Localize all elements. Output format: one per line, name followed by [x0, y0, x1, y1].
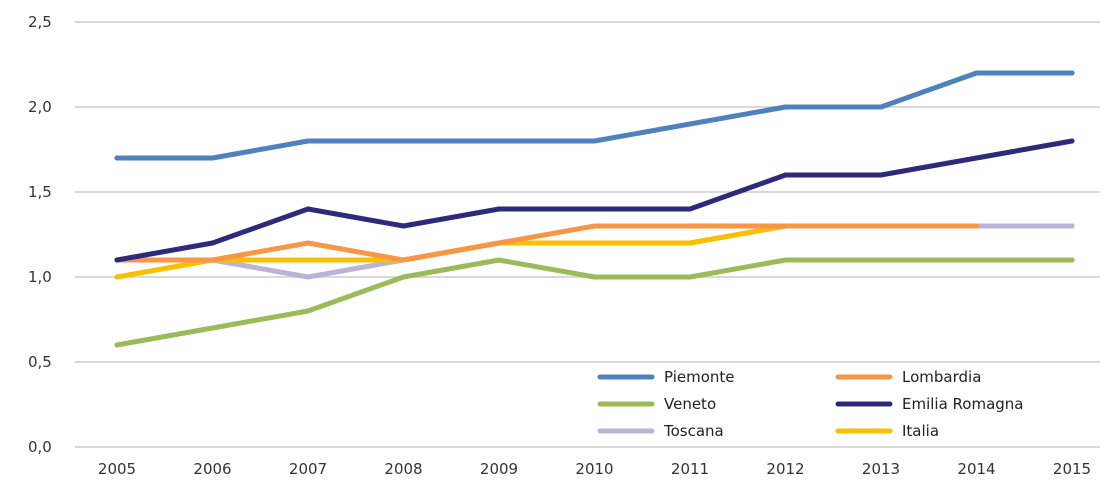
- data-point: [401, 138, 406, 144]
- data-point: [1069, 70, 1075, 76]
- data-point: [878, 104, 884, 110]
- data-point: [687, 206, 693, 212]
- x-tick-label: 2014: [957, 460, 995, 478]
- y-axis-ticks: 0,0 0,5 1,0 1,5 2,0 2,5: [28, 13, 52, 456]
- series-line-veneto: [114, 257, 1075, 348]
- data-point: [305, 138, 311, 144]
- y-tick-label: 2,0: [28, 98, 52, 116]
- data-point: [114, 274, 120, 280]
- x-tick-label: 2010: [575, 460, 613, 478]
- y-tick-label: 0,5: [28, 353, 52, 371]
- legend-label: Italia: [902, 422, 939, 440]
- data-point: [114, 342, 120, 348]
- data-point: [974, 155, 979, 161]
- y-tick-label: 1,0: [28, 268, 52, 286]
- data-point: [687, 274, 693, 280]
- data-point: [783, 223, 788, 229]
- x-tick-label: 2011: [671, 460, 709, 478]
- data-point: [305, 308, 311, 314]
- legend-label: Emilia Romagna: [902, 395, 1024, 413]
- x-tick-label: 2005: [98, 460, 136, 478]
- data-point: [305, 240, 311, 246]
- x-tick-label: 2008: [384, 460, 422, 478]
- data-point: [401, 274, 406, 280]
- x-tick-label: 2007: [289, 460, 327, 478]
- legend-label: Toscana: [663, 422, 724, 440]
- data-point: [783, 257, 788, 263]
- data-point: [1069, 257, 1075, 263]
- legend-label: Veneto: [664, 395, 716, 413]
- data-point: [687, 240, 693, 246]
- data-point: [592, 206, 597, 212]
- data-point: [305, 206, 311, 212]
- data-point: [974, 257, 979, 263]
- data-point: [114, 257, 120, 263]
- data-point: [496, 240, 502, 246]
- x-tick-label: 2012: [766, 460, 804, 478]
- y-tick-label: 2,5: [28, 13, 52, 31]
- data-point: [878, 257, 884, 263]
- series-line-piemonte: [114, 70, 1075, 161]
- data-point: [878, 223, 884, 229]
- data-point: [1069, 223, 1075, 229]
- x-axis-ticks: 2005 2006 2007 2008 2009 2010 2011 2012 2013 2014…: [98, 460, 1091, 478]
- x-tick-label: 2009: [480, 460, 518, 478]
- data-point: [305, 274, 311, 280]
- data-point: [783, 172, 788, 178]
- data-point: [783, 104, 788, 110]
- data-point: [974, 223, 979, 229]
- data-point: [305, 257, 311, 263]
- data-point: [687, 223, 693, 229]
- data-point: [592, 223, 597, 229]
- series-lines: [114, 70, 1075, 348]
- y-tick-label: 1,5: [28, 183, 52, 201]
- x-tick-label: 2006: [193, 460, 231, 478]
- x-tick-label: 2013: [862, 460, 900, 478]
- data-point: [687, 121, 693, 127]
- data-point: [496, 206, 502, 212]
- data-point: [592, 274, 597, 280]
- data-point: [974, 70, 979, 76]
- data-point: [496, 257, 502, 263]
- data-point: [878, 172, 884, 178]
- data-point: [114, 155, 120, 161]
- legend-label: Piemonte: [664, 368, 735, 386]
- data-point: [592, 138, 597, 144]
- data-point: [496, 138, 502, 144]
- x-tick-label: 2015: [1053, 460, 1091, 478]
- y-tick-label: 0,0: [28, 438, 52, 456]
- legend-label: Lombardia: [902, 368, 981, 386]
- data-point: [592, 240, 597, 246]
- series-line-lombardia: [114, 223, 979, 263]
- data-point: [210, 155, 215, 161]
- legend: Piemonte Lombardia Veneto Emilia Romagna Tos…: [597, 368, 1024, 440]
- data-point: [210, 325, 215, 331]
- data-point: [210, 257, 215, 263]
- data-point: [210, 240, 215, 246]
- data-point: [401, 223, 406, 229]
- data-point: [1069, 138, 1075, 144]
- data-point: [401, 257, 406, 263]
